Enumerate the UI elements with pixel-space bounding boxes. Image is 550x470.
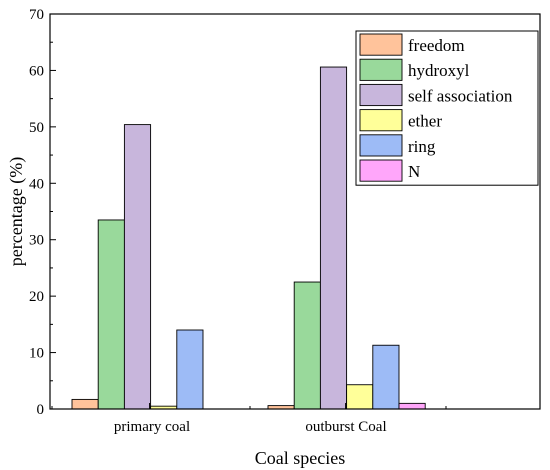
legend-swatch	[359, 83, 403, 107]
y-tick-label: 40	[29, 176, 44, 192]
y-tick-label: 70	[29, 7, 44, 23]
y-tick-label: 10	[29, 346, 44, 362]
legend-swatch	[359, 134, 403, 157]
legend-label: freedom	[408, 36, 465, 55]
y-tick-label: 50	[29, 120, 44, 136]
legend-label: self association	[408, 86, 513, 105]
bar-freedom-0	[71, 398, 99, 410]
y-axis-title: percentage (%)	[6, 157, 27, 266]
bar-ring-0	[176, 329, 204, 410]
bar-self-association-1	[319, 66, 348, 410]
bar-n-1	[398, 402, 426, 410]
x-tick-label: outburst Coal	[305, 419, 386, 435]
y-tick-label: 30	[29, 233, 44, 249]
y-axis: 0 10 20 30 40 50 60 70	[29, 7, 56, 418]
legend-label: hydroxyl	[408, 61, 470, 80]
bar-self-association-0	[123, 124, 152, 410]
legend-swatch	[359, 58, 403, 81]
y-tick-label: 60	[29, 63, 44, 79]
x-axis-title: Coal species	[255, 448, 345, 468]
bar-hydroxyl-0	[97, 219, 125, 410]
bar-hydroxyl-1	[293, 281, 321, 410]
legend-swatch	[359, 109, 403, 132]
bar-ether-1	[346, 384, 374, 410]
legend-swatch	[359, 33, 403, 56]
legend-label: N	[408, 162, 420, 181]
legend-swatch	[359, 159, 403, 182]
bar-ring-1	[372, 344, 400, 410]
legend-label: ether	[408, 112, 442, 131]
y-tick-label: 0	[37, 402, 45, 418]
legend-label: ring	[408, 137, 436, 156]
y-tick-label: 20	[29, 289, 44, 305]
legend-box	[355, 30, 539, 186]
x-axis: primary coal outburst Coal	[51, 403, 447, 435]
x-tick-label: primary coal	[114, 419, 190, 435]
bars-layer	[71, 66, 426, 410]
legend: freedom hydroxyl self association ether ring…	[355, 30, 539, 186]
